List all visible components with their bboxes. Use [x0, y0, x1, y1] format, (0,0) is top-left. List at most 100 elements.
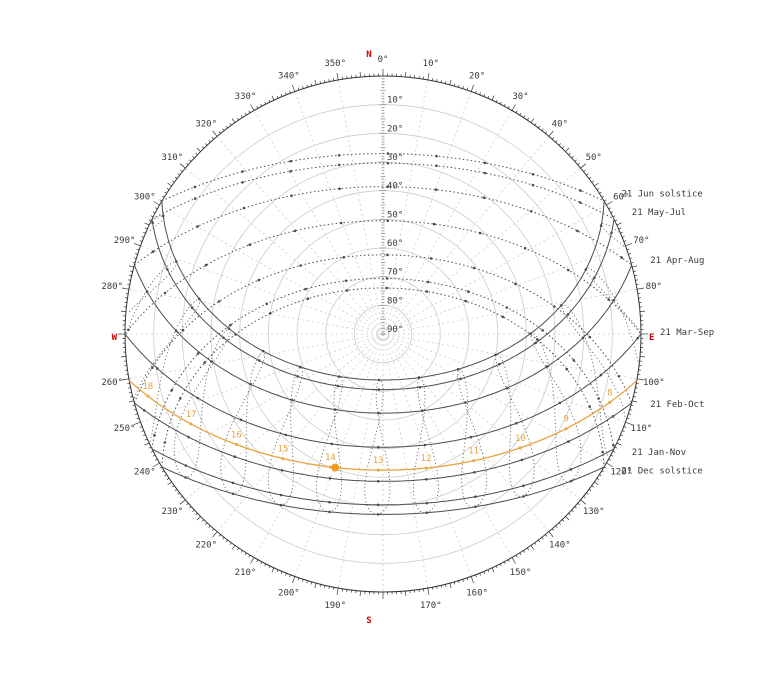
hour-dot [515, 422, 518, 425]
hour-dot [338, 187, 341, 190]
azimuth-tick [618, 438, 622, 441]
azimuth-tick [195, 152, 198, 156]
hour-analemma [220, 350, 266, 495]
hour-dot [222, 336, 225, 340]
hour-analemma [457, 368, 488, 508]
azimuth-tick [440, 585, 442, 588]
altitude-label: 80° [387, 296, 403, 306]
azimuth-spoke [337, 333, 384, 589]
azimuth-tick [240, 550, 243, 553]
azimuth-tick [630, 261, 634, 264]
altitude-label: 40° [387, 182, 403, 192]
azimuth-tick [302, 86, 304, 89]
hour-dot [257, 359, 261, 362]
azimuth-tick [167, 182, 172, 187]
azimuth-tick [155, 458, 158, 461]
hour-dot [345, 289, 349, 292]
azimuth-tick [637, 378, 645, 381]
azimuth-tick [596, 188, 600, 190]
hour-dot [567, 440, 570, 443]
azimuth-tick [218, 131, 221, 134]
azimuth-tick [527, 117, 529, 121]
sun-path-night [151, 277, 615, 450]
azimuth-tick [128, 400, 134, 403]
hour-dot [553, 305, 556, 308]
azimuth-tick [588, 176, 592, 179]
hour-dot [279, 493, 283, 497]
hour-dot [425, 478, 428, 481]
azimuth-tick [580, 163, 587, 169]
hour-dot [344, 279, 348, 283]
hour-dot [464, 401, 467, 404]
hour-dot [514, 282, 517, 286]
azimuth-tick [507, 106, 510, 109]
azimuth-tick [629, 409, 633, 411]
hour-dot [217, 300, 221, 303]
date-curve-label: 21 Jan-Nov [632, 448, 686, 458]
azimuth-tick [222, 537, 225, 540]
azimuth-tick [205, 522, 208, 525]
azimuth-label: 220° [195, 541, 217, 551]
hour-dot [612, 299, 615, 302]
azimuth-tick [306, 580, 308, 584]
azimuth-tick [588, 489, 592, 492]
azimuth-tick [635, 387, 638, 389]
current-hour-dot [234, 443, 238, 446]
hour-dot [612, 444, 615, 447]
date-curve-label: 21 Jun solstice [622, 189, 703, 199]
hour-dot [523, 246, 527, 250]
azimuth-tick [166, 478, 170, 480]
azimuth-tick [538, 125, 541, 129]
azimuth-tick [324, 80, 326, 83]
date-curve-label: 21 Feb-Oct [650, 400, 704, 410]
hour-dot [565, 367, 569, 371]
hour-dot [210, 360, 213, 363]
azimuth-tick [470, 84, 474, 92]
azimuth-tick [195, 512, 198, 516]
hour-dot [333, 408, 337, 411]
hour-dot [522, 484, 525, 488]
azimuth-tick [280, 94, 283, 97]
azimuth-label: 100° [643, 378, 665, 388]
azimuth-tick [558, 143, 561, 146]
azimuth-tick [519, 112, 522, 116]
azimuth-tick [328, 586, 330, 589]
hour-dot [434, 188, 438, 191]
hour-dot [196, 352, 200, 355]
hour-dot [386, 152, 390, 155]
hour-dot [482, 196, 486, 199]
azimuth-tick [161, 470, 165, 473]
hour-dot [505, 306, 509, 309]
azimuth-tick [319, 81, 321, 84]
azimuth-tick [637, 287, 645, 290]
azimuth-tick [483, 94, 486, 97]
hour-dot [299, 264, 302, 267]
hour-label: 15 [278, 445, 289, 455]
hour-dot [166, 268, 169, 271]
hour-dot [269, 311, 272, 315]
azimuth-tick [180, 496, 183, 499]
azimuth-tick [231, 118, 236, 123]
azimuth-label: 280° [101, 282, 123, 292]
hour-label: 14 [325, 453, 336, 463]
azimuth-tick [499, 563, 502, 567]
cardinal-labels: N S E W [112, 50, 655, 626]
hour-dot [231, 481, 235, 485]
azimuth-tick [139, 240, 143, 242]
azimuth-tick [491, 567, 495, 573]
current-day-curve: 8 9 10 11 12 13 14 15 16 17 18 [128, 380, 638, 472]
azimuth-tick [479, 573, 481, 576]
hour-dot [187, 435, 190, 439]
azimuth-tick [431, 78, 434, 81]
azimuth-tick [201, 519, 205, 522]
hour-label: 16 [231, 431, 242, 441]
hour-dot [636, 336, 639, 340]
hour-dot [429, 257, 433, 260]
azimuth-tick [201, 146, 205, 149]
hour-dot [435, 164, 438, 168]
current-hour-dot [281, 457, 285, 461]
azimuth-tick [530, 545, 535, 550]
azimuth-tick [427, 72, 430, 80]
azimuth-tick [143, 231, 146, 234]
